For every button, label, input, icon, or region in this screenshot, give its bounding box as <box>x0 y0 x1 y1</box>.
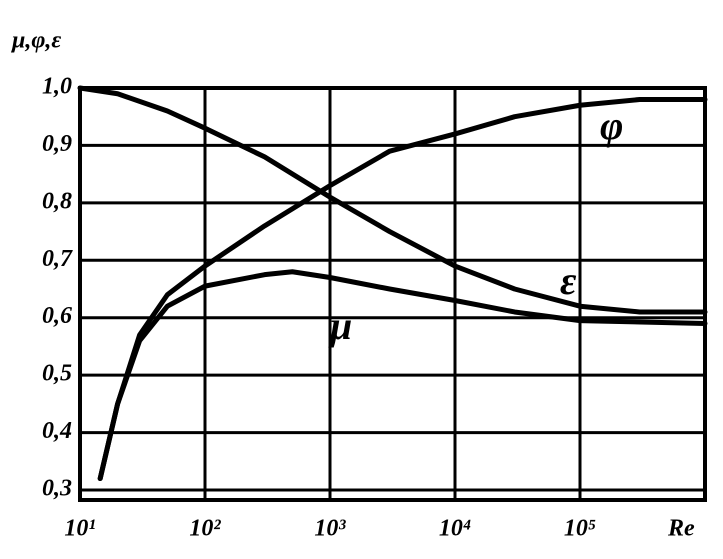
y-tick-label: 0,5 <box>42 361 72 387</box>
line-series <box>97 269 708 482</box>
series-label: φ <box>600 103 623 148</box>
line-series <box>77 85 708 315</box>
series-label: μ <box>328 303 352 348</box>
x-tick-label: 10¹ <box>64 516 95 542</box>
x-tick-label: 10² <box>189 516 221 542</box>
x-axis-label: Re <box>667 516 695 542</box>
y-tick-label: 0,7 <box>42 246 73 272</box>
x-tick-label: 10³ <box>314 516 346 542</box>
y-tick-label: 0,8 <box>42 188 72 214</box>
y-tick-label: 0,4 <box>42 418 72 444</box>
y-tick-label: 0,3 <box>42 476 72 502</box>
y-axis-label: μ,φ,ε <box>10 28 61 54</box>
y-tick-label: 1,0 <box>42 74 72 100</box>
y-tick-label: 0,6 <box>42 303 72 329</box>
y-tick-label: 0,9 <box>42 131 72 157</box>
line-series <box>97 96 708 482</box>
x-tick-label: 10⁴ <box>439 516 471 542</box>
x-tick-label: 10⁵ <box>564 516 596 542</box>
series-label: ε <box>560 258 577 303</box>
